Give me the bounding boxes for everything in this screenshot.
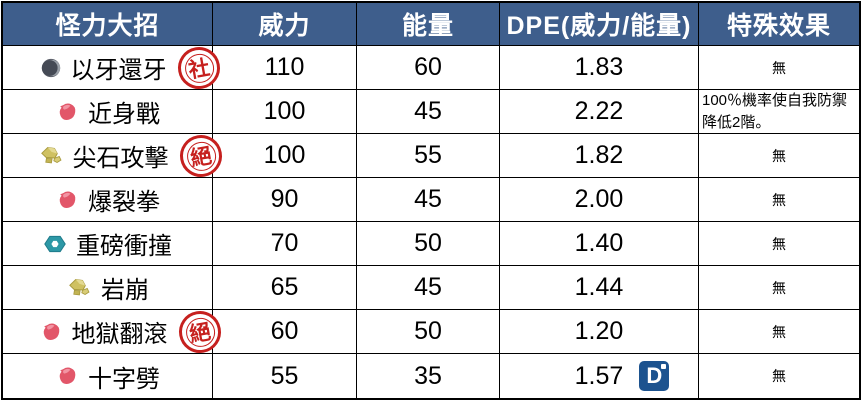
power-value: 60	[213, 310, 357, 354]
d-logo-icon: D	[639, 361, 670, 391]
table-row-move-name: 地獄翻滾 絕	[3, 307, 224, 356]
effect-value: 無	[699, 266, 859, 310]
energy-value: 50	[357, 222, 500, 266]
energy-value: 45	[357, 178, 500, 222]
move-name: 岩崩	[101, 277, 149, 304]
column-header-move-label: 怪力大招	[55, 12, 160, 40]
move-name: 近身戰	[88, 101, 160, 128]
dpe-value: 1.40	[500, 222, 699, 266]
column-header-dpe-label: DPE(威力/能量)	[506, 12, 692, 40]
column-header-effect: 特殊效果	[699, 3, 859, 46]
column-header-energy: 能量	[357, 3, 500, 46]
power-value: 65	[213, 266, 357, 310]
table-row-move-name: 十字劈	[3, 354, 213, 398]
power-value: 55	[213, 354, 357, 398]
column-header-power: 威力	[213, 3, 357, 46]
power-value: 100	[213, 134, 357, 178]
effect-value: 無	[699, 222, 859, 266]
fighting-type-icon	[55, 364, 79, 388]
effect-value: 無	[699, 46, 859, 90]
effect-value: 無	[699, 178, 859, 222]
energy-value: 35	[357, 354, 500, 398]
fighting-type-icon	[39, 320, 63, 344]
power-value: 100	[213, 90, 357, 134]
table-row-move-name: 以牙還牙 社	[3, 43, 223, 92]
table-row-move-name: 重磅衝撞	[3, 222, 213, 266]
table-row-move-name: 爆裂拳	[3, 178, 213, 222]
energy-value: 55	[357, 134, 500, 178]
column-header-move: 怪力大招	[3, 3, 213, 46]
effect-value: 100％機率使自我防禦降低2階。	[699, 90, 859, 134]
effect-value: 無	[699, 310, 859, 354]
energy-value: 60	[357, 46, 500, 90]
power-value: 90	[213, 178, 357, 222]
table-row-move-name: 岩崩	[3, 266, 213, 310]
dpe-number: 1.57	[574, 361, 624, 390]
dpe-value: 1.20	[500, 310, 699, 354]
power-value: 70	[213, 222, 357, 266]
energy-value: 50	[357, 310, 500, 354]
energy-value: 45	[357, 266, 500, 310]
column-header-effect-label: 特殊效果	[726, 12, 831, 40]
dpe-value: 1.44	[500, 266, 699, 310]
column-header-dpe: DPE(威力/能量)	[500, 3, 699, 46]
move-name: 以牙還牙	[70, 57, 167, 84]
dpe-value: 2.22	[500, 90, 699, 134]
dark-type-icon	[40, 57, 62, 79]
rock-type-icon	[38, 143, 64, 169]
move-name: 地獄翻滾	[71, 321, 168, 348]
column-header-power-label: 威力	[258, 12, 311, 40]
move-name: 尖石攻擊	[72, 145, 169, 172]
dpe-value: 1.83	[500, 46, 699, 90]
effect-value: 無	[772, 368, 786, 384]
table-row-move-name: 尖石攻擊 絕	[3, 131, 225, 180]
move-name: 爆裂拳	[88, 189, 160, 216]
move-name: 十字劈	[88, 365, 160, 393]
fighting-type-icon	[55, 188, 79, 212]
power-value: 110	[213, 46, 357, 90]
dpe-value: 1.57 D	[500, 354, 699, 398]
table-row-move-name: 近身戰	[3, 90, 213, 134]
dpe-value: 2.00	[500, 178, 699, 222]
fighting-type-icon	[55, 100, 79, 124]
column-header-energy-label: 能量	[401, 12, 454, 40]
rock-type-icon	[66, 275, 92, 301]
effect-value: 無	[699, 134, 859, 178]
move-name: 重磅衝撞	[76, 233, 172, 260]
dpe-value: 1.82	[500, 134, 699, 178]
steel-type-icon	[43, 232, 67, 256]
energy-value: 45	[357, 90, 500, 134]
